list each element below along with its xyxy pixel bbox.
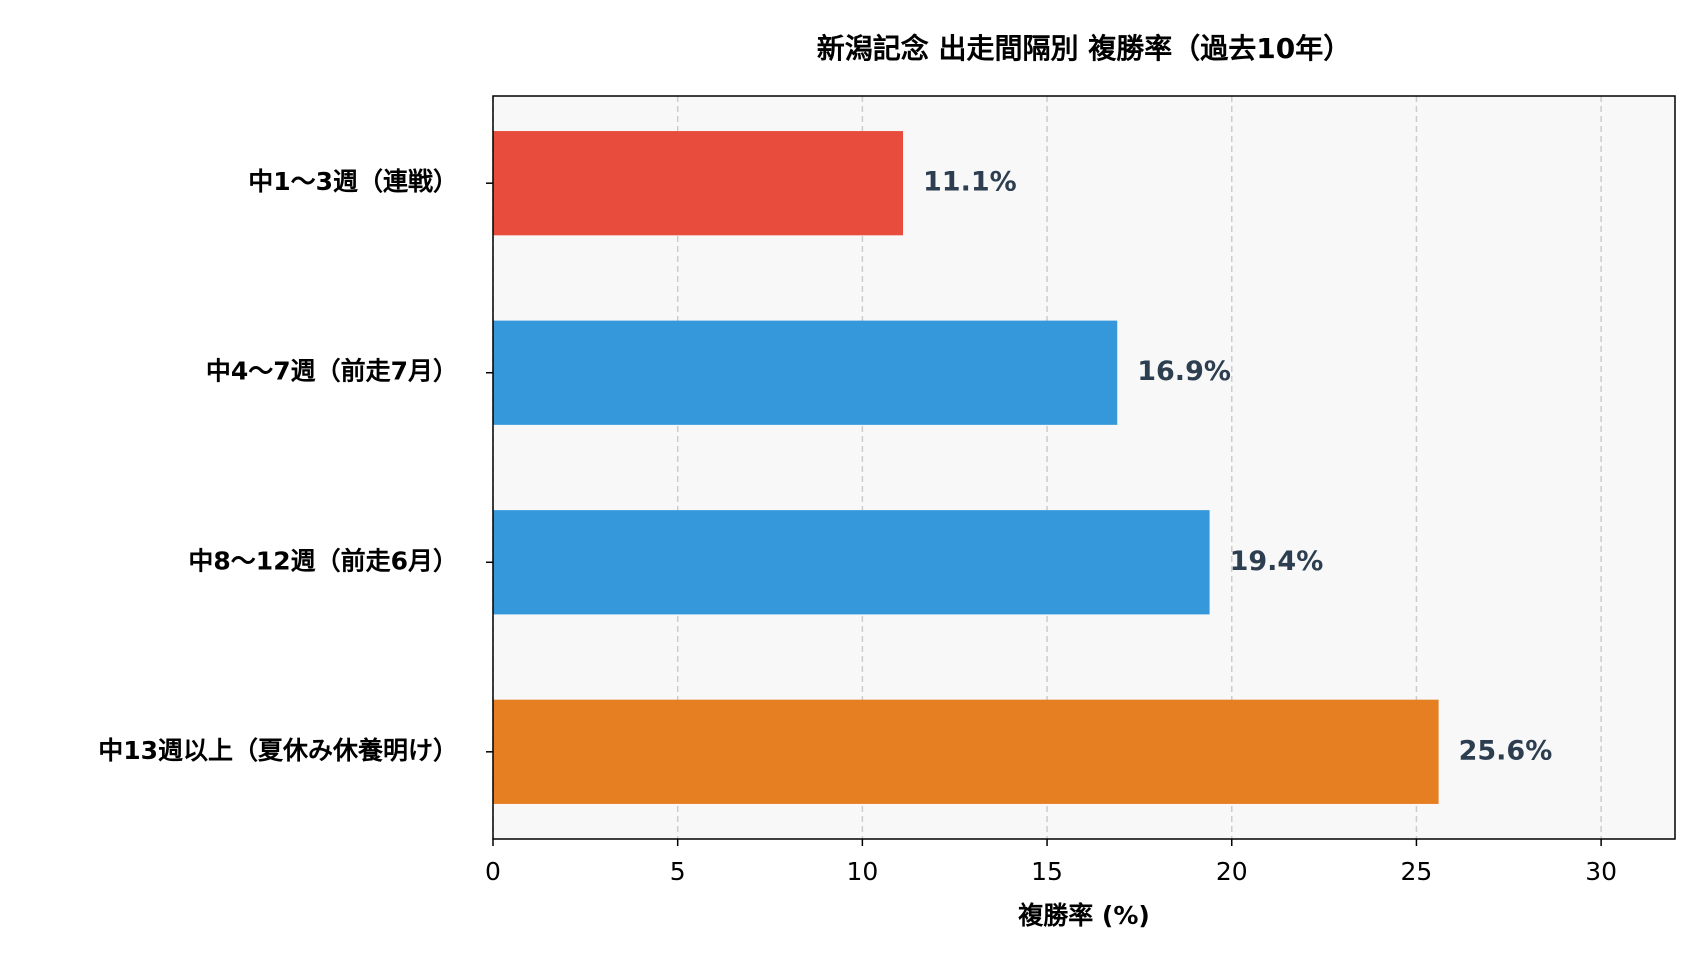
x-tick-label: 25 xyxy=(1401,857,1433,886)
y-tick-label: 中13週以上（夏休み休養明け） xyxy=(98,736,458,765)
x-tick-label: 30 xyxy=(1585,857,1617,886)
x-tick-label: 15 xyxy=(1031,857,1063,886)
bar xyxy=(493,131,904,236)
plot-frame xyxy=(492,95,1676,840)
bar xyxy=(493,510,1210,615)
value-label: 16.9% xyxy=(1137,356,1231,387)
x-tick-label: 20 xyxy=(1216,857,1248,886)
x-tick-label: 10 xyxy=(846,857,878,886)
chart-title: 新潟記念 出走間隔別 複勝率（過去10年） xyxy=(817,32,1351,65)
x-tick-label: 5 xyxy=(670,857,686,886)
y-tick-label: 中8〜12週（前走6月） xyxy=(188,546,458,575)
x-axis-label: 複勝率 (%) xyxy=(1018,901,1150,930)
bar xyxy=(493,320,1118,425)
y-tick-label: 中1〜3週（連戦） xyxy=(248,167,458,196)
bar xyxy=(493,699,1439,804)
x-tick-label: 0 xyxy=(485,857,501,886)
y-tick-label: 中4〜7週（前走7月） xyxy=(206,357,458,386)
value-label: 25.6% xyxy=(1459,735,1553,766)
value-label: 11.1% xyxy=(923,167,1017,198)
value-label: 19.4% xyxy=(1230,546,1324,577)
